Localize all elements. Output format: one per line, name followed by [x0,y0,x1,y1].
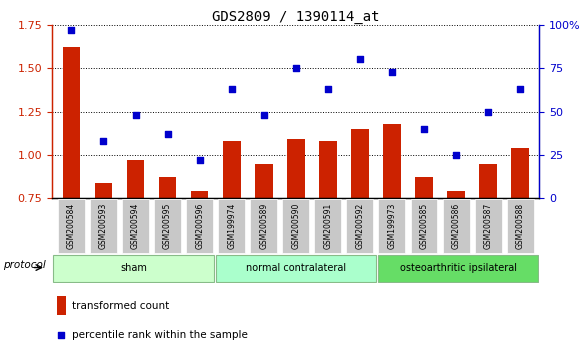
Point [163,131,172,137]
Point [259,112,269,118]
Bar [319,141,336,198]
Text: GSM200591: GSM200591 [324,202,332,249]
Point [419,126,429,132]
Text: percentile rank within the sample: percentile rank within the sample [72,330,248,340]
Text: GSM200593: GSM200593 [99,202,108,249]
Bar [512,148,529,198]
Title: GDS2809 / 1390114_at: GDS2809 / 1390114_at [212,10,379,24]
Bar [57,296,66,315]
Bar [255,164,273,198]
FancyBboxPatch shape [186,199,213,252]
Text: normal contralateral: normal contralateral [246,263,346,273]
Point [67,27,76,33]
Bar [95,183,113,198]
Text: GSM200584: GSM200584 [67,202,76,249]
Text: GSM200592: GSM200592 [356,202,364,249]
Point [195,157,204,163]
FancyBboxPatch shape [216,255,376,282]
Text: GSM199973: GSM199973 [387,202,397,249]
FancyBboxPatch shape [58,199,85,252]
Text: GSM200585: GSM200585 [419,202,429,249]
Point [387,69,397,74]
Text: GSM200595: GSM200595 [163,202,172,249]
FancyBboxPatch shape [90,199,117,252]
Text: GSM199974: GSM199974 [227,202,236,249]
Text: GSM200589: GSM200589 [259,202,268,249]
Text: GSM200587: GSM200587 [484,202,492,249]
Bar [383,124,401,198]
Bar [479,164,497,198]
FancyBboxPatch shape [218,199,245,252]
Bar [351,129,369,198]
FancyBboxPatch shape [474,199,502,252]
Point [291,65,300,71]
Text: GSM200596: GSM200596 [195,202,204,249]
Point [57,332,66,338]
Text: GSM200590: GSM200590 [291,202,300,249]
FancyBboxPatch shape [507,199,534,252]
Text: GSM200594: GSM200594 [131,202,140,249]
Text: protocol: protocol [2,259,45,269]
Bar [447,191,465,198]
FancyBboxPatch shape [346,199,374,252]
FancyBboxPatch shape [154,199,181,252]
Point [131,112,140,118]
Bar [287,139,305,198]
Bar [63,47,80,198]
Text: GSM200586: GSM200586 [452,202,461,249]
Bar [415,177,433,198]
Point [323,86,332,92]
Bar [159,177,176,198]
FancyBboxPatch shape [282,199,309,252]
Point [451,152,461,158]
FancyBboxPatch shape [443,199,470,252]
FancyBboxPatch shape [379,199,405,252]
Bar [126,160,144,198]
Text: GSM200588: GSM200588 [516,202,525,249]
FancyBboxPatch shape [378,255,538,282]
FancyBboxPatch shape [251,199,277,252]
Point [227,86,236,92]
Point [516,86,525,92]
Point [356,57,365,62]
FancyBboxPatch shape [314,199,341,252]
Point [484,109,493,114]
FancyBboxPatch shape [53,255,213,282]
Text: transformed count: transformed count [72,301,169,310]
Point [99,138,108,144]
FancyBboxPatch shape [411,199,437,252]
Bar [191,191,208,198]
Text: sham: sham [120,263,147,273]
FancyBboxPatch shape [122,199,149,252]
Bar [223,141,241,198]
Text: osteoarthritic ipsilateral: osteoarthritic ipsilateral [400,263,517,273]
